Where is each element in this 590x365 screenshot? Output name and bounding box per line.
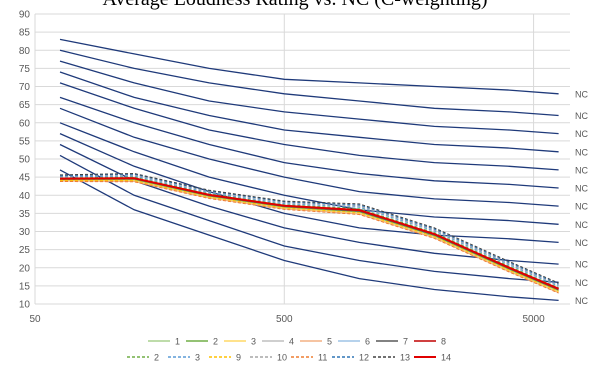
nc-curve-label: NC [575,278,588,288]
series-line [59,174,559,286]
series-line [60,179,559,292]
series-line [59,173,559,285]
nc-curve-label: NC [575,129,588,139]
y-tick-label: 35 [19,209,31,220]
nc-curve-line [59,38,559,95]
nc-curve-label: NC [575,147,588,157]
y-tick-label: 20 [19,263,31,274]
nc-curve-label: NC [575,165,588,175]
legend-label: 10 [277,353,287,363]
series-line [59,175,559,287]
nc-curve-line [59,169,559,302]
y-tick-label: 90 [19,10,31,21]
series-line [59,181,559,294]
legend-label: 8 [441,337,446,347]
series-line [60,179,559,292]
nc-curve-line [59,71,559,153]
y-tick-label: 10 [19,300,31,311]
legend-label: 3 [251,337,256,347]
x-tick-label: 500 [276,314,293,325]
legend-label: 9 [236,353,241,363]
legend-label: 1 [175,337,180,347]
nc-curve-line [59,133,559,244]
nc-curve-label: NC [575,220,588,230]
nc-curve-line [59,107,559,207]
series-line [60,180,559,293]
nc-curve-line [59,96,559,189]
y-tick-label: 60 [19,118,31,129]
legend-label: 4 [289,337,294,347]
series-line [59,177,559,290]
y-tick-label: 30 [19,227,31,238]
nc-curve-line [59,82,559,171]
legend-label: 7 [403,337,408,347]
legend-label: 2 [213,337,218,347]
y-tick-label: 45 [19,173,31,184]
nc-curve-line [59,49,559,117]
legend-label: 3 [195,353,200,363]
nc-curve-line [59,122,559,225]
y-tick-label: 80 [19,46,31,57]
nc-curve-label: NC [575,184,588,194]
y-tick-label: 25 [19,245,31,256]
nc-curve-label: NC [575,296,588,306]
y-tick-label: 15 [19,281,31,292]
y-tick-label: 50 [19,155,31,166]
y-tick-label: 40 [19,191,31,202]
y-tick-label: 70 [19,82,31,93]
x-tick-label: 50 [29,314,41,325]
y-tick-label: 75 [19,64,31,75]
series-line [59,172,559,284]
x-tick-label: 5000 [522,314,545,325]
legend-label: 11 [318,353,327,363]
y-tick-label: 85 [19,28,31,39]
nc-curve-line [59,60,559,135]
legend-label: 14 [441,353,451,363]
legend-label: 12 [359,353,369,363]
nc-curve-label: NC [575,202,588,212]
legend-label: 6 [365,337,370,347]
nc-curve-line [59,154,559,283]
nc-curve-label: NC [575,260,588,270]
series-line [59,176,559,289]
nc-curve-label: NC [575,238,588,248]
legend-label: 5 [327,337,332,347]
legend-label: 13 [400,353,410,363]
legend-label: 2 [154,353,159,363]
chart-title: Average Loudness Rating vs. NC (C-weight… [0,0,590,11]
y-tick-label: 65 [19,100,31,111]
nc-curve-label: NC [575,89,588,99]
nc-curve-label: NC [575,111,588,121]
y-tick-label: 55 [19,136,31,147]
